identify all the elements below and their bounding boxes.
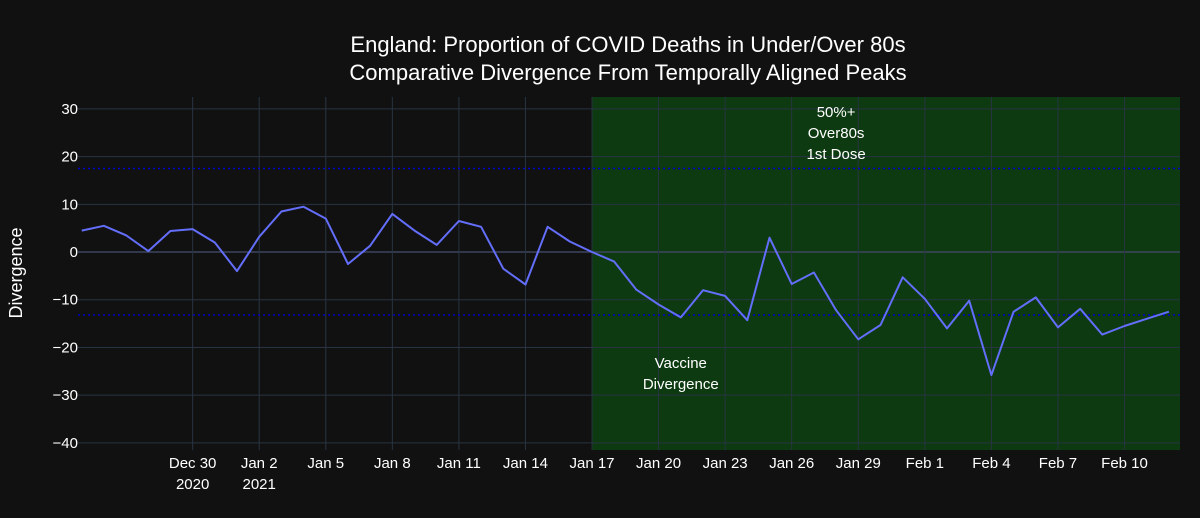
- x-tick-label: Feb 1: [906, 455, 944, 472]
- data-point: [968, 300, 970, 302]
- x-tick-label: Jan 23: [703, 455, 748, 472]
- data-point: [747, 319, 749, 321]
- data-point: [480, 226, 482, 228]
- data-point: [303, 206, 305, 208]
- vaccine-shaded-region: [592, 97, 1180, 450]
- series-line: [81, 205, 1170, 377]
- data-point: [547, 226, 549, 228]
- data-point: [525, 284, 527, 286]
- x-tick-label: Jan 17: [569, 455, 614, 472]
- data-point: [414, 230, 416, 232]
- annotation-text: Vaccine: [655, 355, 707, 372]
- data-point: [81, 230, 83, 232]
- data-point: [258, 236, 260, 238]
- y-tick-label: −10: [53, 292, 78, 309]
- annotation-text: Divergence: [643, 376, 719, 393]
- x-tick-year-label: 2020: [176, 476, 209, 493]
- x-tick-label: Feb 4: [972, 455, 1010, 472]
- data-point: [1079, 308, 1081, 310]
- data-point: [502, 268, 504, 270]
- x-tick-label: Jan 29: [836, 455, 881, 472]
- x-tick-label: Jan 20: [636, 455, 681, 472]
- y-tick-label: 30: [61, 101, 78, 118]
- data-point: [147, 250, 149, 252]
- x-tick-label: Jan 26: [769, 455, 814, 472]
- y-tick-label: 10: [61, 196, 78, 213]
- data-point: [103, 225, 105, 227]
- data-point: [835, 309, 837, 311]
- annotation-text: 1st Dose: [806, 146, 865, 163]
- data-point: [591, 251, 593, 253]
- data-point: [902, 277, 904, 279]
- data-point: [613, 261, 615, 263]
- data-point: [369, 245, 371, 247]
- data-point: [769, 237, 771, 239]
- data-point: [724, 295, 726, 297]
- x-tick-label: Dec 30: [169, 455, 217, 472]
- y-tick-label: 20: [61, 149, 78, 166]
- annotation-text: Over80s: [808, 125, 865, 142]
- y-tick-label: −20: [53, 339, 78, 356]
- x-tick-label: Feb 7: [1039, 455, 1077, 472]
- chart-title: England: Proportion of COVID Deaths in U…: [350, 32, 905, 57]
- data-point: [458, 220, 460, 222]
- data-point: [347, 263, 349, 265]
- x-tick-year-label: 2021: [243, 476, 276, 493]
- data-point: [857, 339, 859, 341]
- y-tick-label: 0: [70, 244, 78, 261]
- data-point: [236, 270, 238, 272]
- y-tick-label: −40: [53, 435, 78, 452]
- y-tick-label: −30: [53, 387, 78, 404]
- data-point: [702, 289, 704, 291]
- data-point: [1013, 311, 1015, 313]
- data-point: [170, 230, 172, 232]
- data-point: [1035, 297, 1037, 299]
- data-point: [1146, 318, 1148, 320]
- data-point: [192, 228, 194, 230]
- data-point: [813, 272, 815, 274]
- data-point: [1168, 311, 1170, 313]
- data-point: [680, 317, 682, 319]
- x-tick-label: Jan 8: [374, 455, 411, 472]
- data-point: [281, 211, 283, 213]
- x-tick-label: Jan 2: [241, 455, 278, 472]
- data-point: [991, 374, 993, 376]
- x-tick-label: Jan 5: [307, 455, 344, 472]
- data-point: [636, 289, 638, 291]
- data-point: [1124, 325, 1126, 327]
- data-point: [125, 235, 127, 237]
- x-tick-label: Jan 11: [437, 455, 481, 472]
- data-point: [791, 283, 793, 285]
- data-point: [569, 241, 571, 243]
- data-point: [436, 244, 438, 246]
- annotation-text: 50%+: [817, 104, 856, 121]
- y-axis-label: Divergence: [6, 227, 26, 318]
- data-point: [1102, 334, 1104, 336]
- chart-subtitle: Comparative Divergence From Temporally A…: [349, 60, 906, 85]
- data-point: [214, 242, 216, 244]
- data-point: [658, 304, 660, 306]
- data-point: [946, 328, 948, 330]
- data-point: [392, 213, 394, 215]
- data-point: [924, 298, 926, 300]
- data-point: [880, 324, 882, 326]
- data-point: [1057, 327, 1059, 329]
- data-point: [325, 218, 327, 220]
- x-tick-label: Jan 14: [503, 455, 548, 472]
- x-tick-label: Feb 10: [1101, 455, 1148, 472]
